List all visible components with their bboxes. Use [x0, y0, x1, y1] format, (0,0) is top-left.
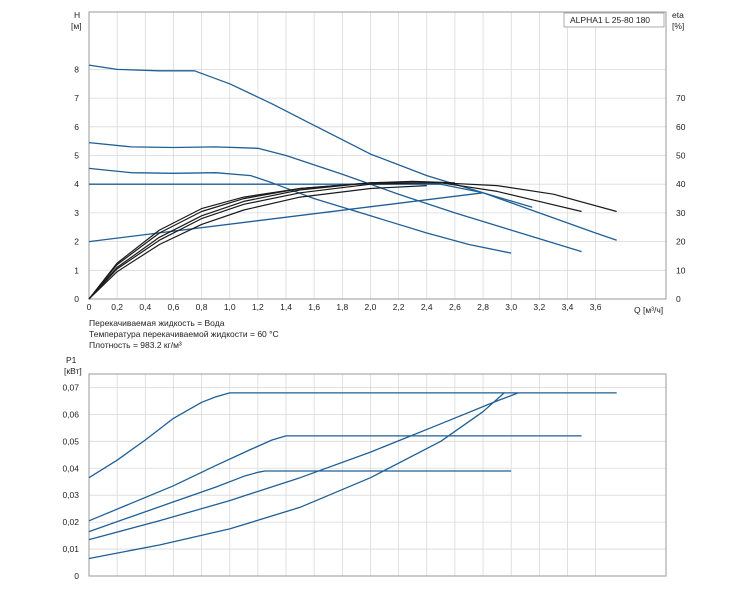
power-curve-2 [88, 435, 582, 522]
p1-tick-label: 0,04 [62, 463, 79, 473]
x-tick-label: 3,6 [590, 302, 602, 312]
x-tick-label: 0,8 [196, 302, 208, 312]
power-curve-5 [88, 392, 505, 560]
efficiency-curve-2 [88, 182, 582, 300]
x-tick-label: 0,6 [168, 302, 180, 312]
head-curve-1 [88, 64, 617, 241]
top-grid [88, 12, 666, 300]
y-right-tick-label: 70 [676, 93, 686, 103]
p1-tick-label: 0,05 [62, 436, 79, 446]
head-curve-3 [88, 167, 512, 254]
y-tick-label: 5 [74, 151, 79, 161]
y-right-unit: [%] [672, 21, 684, 31]
x-tick-label: 0,4 [139, 302, 151, 312]
y-right-tick-label: 20 [676, 237, 686, 247]
p1-label: P1 [66, 355, 77, 365]
p1-tick-label: 0,02 [62, 517, 79, 527]
bottom-plot-frame [88, 373, 667, 577]
note-liquid: Перекачиваемая жидкость = Вода [89, 318, 225, 328]
x-tick-label: 2,8 [477, 302, 489, 312]
efficiency-curve-5 [88, 185, 427, 300]
x-axis-label: Q [м³/ч] [634, 305, 663, 315]
efficiency-curve-4 [88, 182, 427, 300]
y-right-tick-label: 60 [676, 122, 686, 132]
head-curve-4 [89, 183, 533, 208]
top-plot-frame [88, 11, 667, 300]
y-right-tick-label: 0 [676, 294, 681, 304]
y-left-unit: [м] [71, 21, 82, 31]
x-tick-label: 2,6 [449, 302, 461, 312]
top-x-ticks: 0 0,2 0,4 0,6 0,8 1,0 1,2 1,4 1,6 1,8 2,0 2,2 2,4 2,6… [87, 302, 602, 312]
pump-label: ALPHA1 L 25-80 180 [570, 15, 650, 25]
y-tick-label: 7 [74, 93, 79, 103]
y-right-label: eta [672, 10, 684, 20]
y-right-tick-label: 10 [676, 265, 686, 275]
x-tick-label: 2,4 [421, 302, 433, 312]
y-tick-label: 2 [74, 237, 79, 247]
x-tick-label: 3,0 [505, 302, 517, 312]
bottom-grid [88, 374, 666, 577]
x-tick-label: 1,6 [308, 302, 320, 312]
x-tick-label: 1,2 [252, 302, 264, 312]
p1-tick-label: 0,01 [62, 544, 79, 554]
note-density: Плотность = 983.2 кг/м³ [89, 340, 182, 350]
p1-tick-label: 0,06 [62, 409, 79, 419]
y-tick-label: 0 [74, 294, 79, 304]
bottom-y-ticks: 0 0,01 0,02 0,03 0,04 0,05 0,06 0,07 [62, 382, 79, 581]
head-efficiency-chart: 0 0,2 0,4 0,6 0,8 1,0 1,2 1,4 1,6 1,8 2,0 2,2 2,4 2,6… [71, 10, 686, 350]
x-tick-label: 3,2 [533, 302, 545, 312]
x-tick-label: 1,8 [336, 302, 348, 312]
power-curve-3 [88, 470, 512, 533]
power-curve-4 [88, 392, 519, 541]
y-tick-label: 1 [74, 265, 79, 275]
power-chart: 0 0,01 0,02 0,03 0,04 0,05 0,06 0,07 P1 [кВт] [62, 355, 667, 581]
top-y-ticks-right: 0 10 20 30 40 50 60 70 [676, 93, 686, 304]
power-curve-1 [88, 392, 617, 479]
y-tick-label: 8 [74, 64, 79, 74]
y-left-label: H [74, 10, 80, 20]
x-tick-label: 2,2 [393, 302, 405, 312]
efficiency-curve-3 [88, 180, 455, 300]
top-series [88, 64, 617, 300]
pump-label-box [563, 12, 665, 28]
y-right-tick-label: 30 [676, 208, 686, 218]
x-tick-label: 1,4 [280, 302, 292, 312]
x-tick-label: 3,4 [562, 302, 574, 312]
x-tick-label: 2,0 [365, 302, 377, 312]
p1-unit: [кВт] [64, 366, 82, 376]
y-tick-label: 4 [74, 179, 79, 189]
bottom-series [88, 392, 617, 560]
p1-tick-label: 0,07 [62, 382, 79, 392]
y-right-tick-label: 50 [676, 151, 686, 161]
note-temperature: Температура перекачиваемой жидкости = 60… [89, 329, 279, 339]
x-tick-label: 0,2 [111, 302, 123, 312]
top-y-ticks: 0 1 2 3 4 5 6 7 8 [74, 64, 79, 304]
x-tick-label: 0 [87, 302, 92, 312]
p1-tick-label: 0,03 [62, 490, 79, 500]
y-tick-label: 3 [74, 208, 79, 218]
y-right-tick-label: 40 [676, 179, 686, 189]
x-tick-label: 1,0 [224, 302, 236, 312]
head-curve-2 [88, 141, 582, 253]
y-tick-label: 6 [74, 122, 79, 132]
p1-tick-label: 0 [74, 571, 79, 581]
